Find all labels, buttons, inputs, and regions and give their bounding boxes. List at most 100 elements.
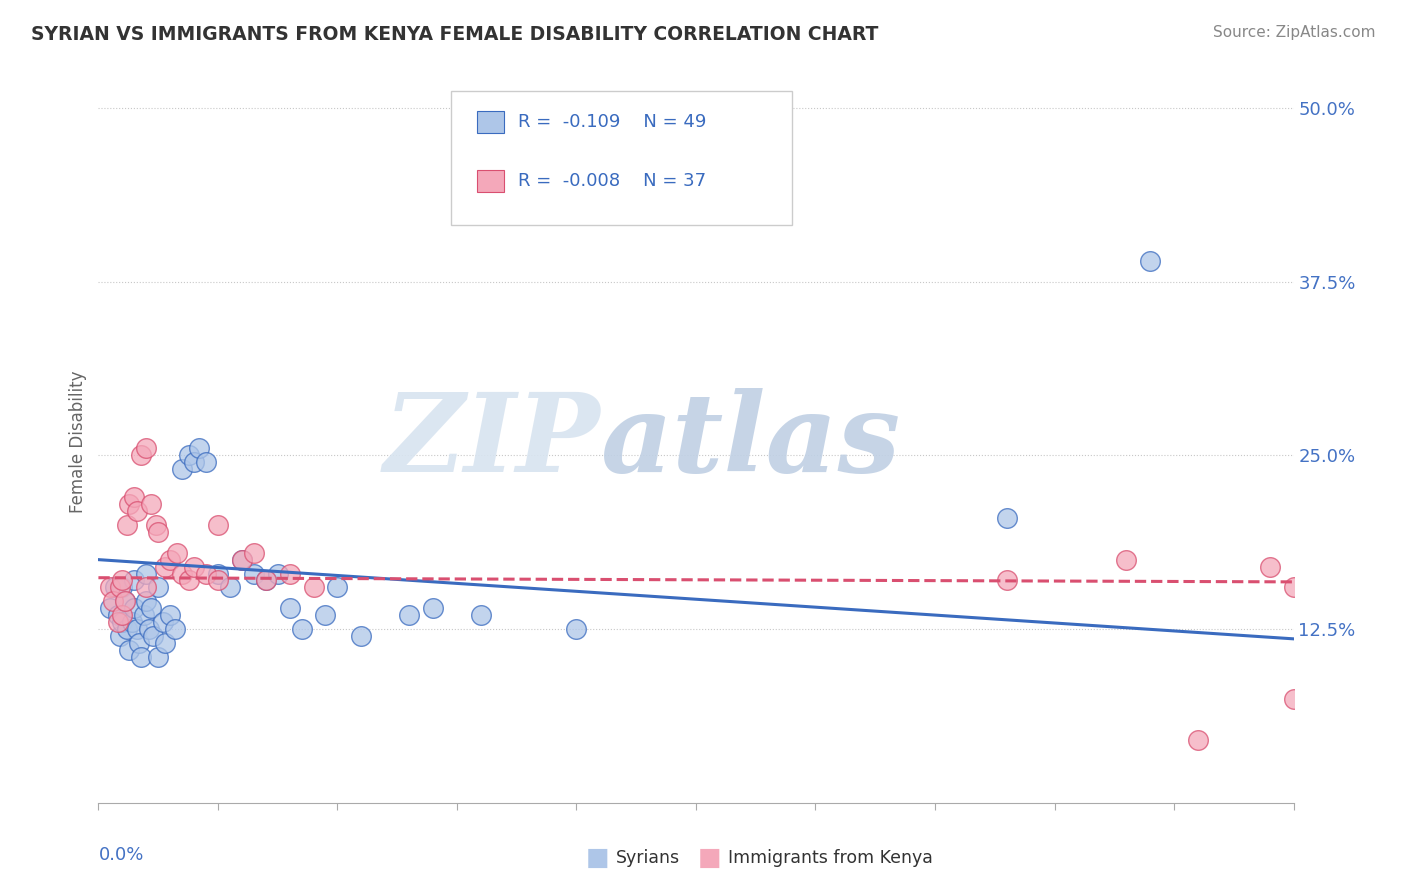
- Point: [124, 574, 146, 588]
- Point: [278, 566, 301, 581]
- Point: [114, 594, 136, 608]
- Point: [145, 517, 167, 532]
- Point: [125, 622, 148, 636]
- Point: [155, 559, 177, 574]
- Point: [98, 601, 122, 615]
- Point: [207, 517, 229, 532]
- Point: [267, 566, 290, 581]
- Text: Source: ZipAtlas.com: Source: ZipAtlas.com: [1212, 25, 1375, 40]
- Text: Syrians: Syrians: [616, 849, 681, 867]
- Text: Immigrants from Kenya: Immigrants from Kenya: [728, 849, 934, 867]
- Point: [139, 601, 162, 615]
- Text: 0.0%: 0.0%: [98, 847, 143, 864]
- Point: [159, 608, 181, 623]
- Point: [124, 490, 146, 504]
- Point: [135, 566, 157, 581]
- Text: ■: ■: [699, 847, 721, 870]
- FancyBboxPatch shape: [477, 111, 503, 133]
- Point: [172, 462, 194, 476]
- Point: [183, 559, 205, 574]
- Point: [104, 581, 127, 595]
- Point: [243, 566, 266, 581]
- Point: [135, 442, 157, 456]
- Point: [111, 574, 134, 588]
- Point: [138, 622, 160, 636]
- Text: R =  -0.008    N = 37: R = -0.008 N = 37: [517, 172, 706, 190]
- Point: [131, 649, 153, 664]
- Point: [219, 581, 242, 595]
- Point: [98, 581, 122, 595]
- Point: [114, 594, 136, 608]
- Point: [195, 455, 218, 469]
- Text: R =  -0.109    N = 49: R = -0.109 N = 49: [517, 113, 706, 131]
- Text: ■: ■: [586, 847, 609, 870]
- Point: [166, 546, 188, 560]
- Point: [135, 581, 157, 595]
- Point: [1258, 559, 1281, 574]
- Point: [148, 581, 170, 595]
- Point: [155, 636, 177, 650]
- Point: [108, 629, 131, 643]
- Point: [118, 497, 141, 511]
- Point: [159, 552, 181, 566]
- Point: [1282, 581, 1305, 595]
- Point: [107, 615, 129, 630]
- Point: [121, 615, 143, 630]
- Point: [1187, 733, 1209, 747]
- Point: [302, 581, 325, 595]
- Text: ZIP: ZIP: [384, 388, 600, 495]
- Point: [148, 524, 170, 539]
- Point: [350, 629, 373, 643]
- FancyBboxPatch shape: [451, 91, 792, 225]
- Point: [107, 608, 129, 623]
- Point: [278, 601, 301, 615]
- Text: atlas: atlas: [600, 388, 901, 495]
- Point: [118, 643, 141, 657]
- Point: [565, 622, 588, 636]
- Point: [398, 608, 420, 623]
- Point: [470, 608, 492, 623]
- Point: [243, 546, 266, 560]
- Point: [163, 622, 186, 636]
- Point: [231, 552, 253, 566]
- Point: [135, 594, 157, 608]
- Point: [422, 601, 444, 615]
- Point: [101, 594, 124, 608]
- Point: [115, 622, 138, 636]
- Point: [1282, 691, 1305, 706]
- Point: [125, 504, 148, 518]
- Point: [108, 581, 131, 595]
- Point: [254, 574, 277, 588]
- Point: [131, 449, 153, 463]
- Point: [207, 574, 229, 588]
- Point: [111, 608, 134, 623]
- Point: [995, 574, 1018, 588]
- Point: [128, 636, 150, 650]
- Point: [1115, 552, 1137, 566]
- Point: [142, 629, 165, 643]
- Point: [124, 601, 146, 615]
- Point: [187, 442, 209, 456]
- Point: [207, 566, 229, 581]
- Point: [195, 566, 218, 581]
- FancyBboxPatch shape: [477, 170, 503, 193]
- Text: SYRIAN VS IMMIGRANTS FROM KENYA FEMALE DISABILITY CORRELATION CHART: SYRIAN VS IMMIGRANTS FROM KENYA FEMALE D…: [31, 25, 879, 44]
- Point: [172, 566, 194, 581]
- Point: [111, 581, 134, 595]
- Point: [995, 511, 1018, 525]
- Y-axis label: Female Disability: Female Disability: [69, 370, 87, 513]
- Point: [326, 581, 349, 595]
- Point: [1139, 253, 1161, 268]
- Point: [111, 615, 134, 630]
- Point: [115, 517, 138, 532]
- Point: [183, 455, 205, 469]
- Point: [231, 552, 253, 566]
- Point: [152, 615, 174, 630]
- Point: [291, 622, 314, 636]
- Point: [179, 574, 201, 588]
- Point: [139, 497, 162, 511]
- Point: [148, 649, 170, 664]
- Point: [179, 449, 201, 463]
- Point: [132, 608, 155, 623]
- Point: [254, 574, 277, 588]
